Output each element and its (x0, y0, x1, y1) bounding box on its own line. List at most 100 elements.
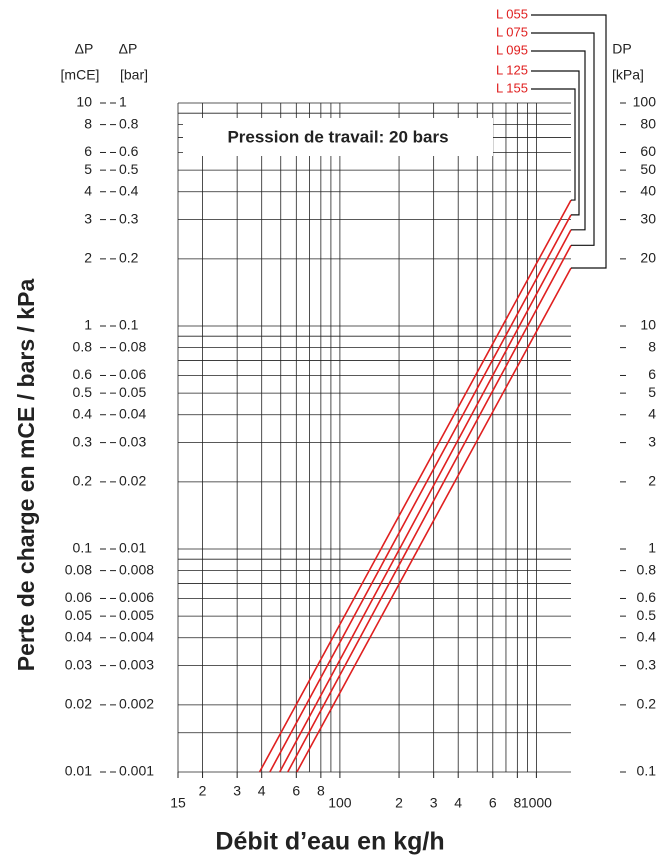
ybar-tick-label: 0.3 (119, 210, 139, 226)
ykpa-tick-label: 4 (648, 405, 656, 421)
ybar-tick-label: 0.002 (119, 696, 154, 712)
x-tick-label: 4 (454, 795, 462, 811)
ybar-tick-label: 0.4 (119, 182, 139, 198)
ybar-tick-label: 0.03 (119, 433, 146, 449)
x-tick-label: 8 (513, 795, 521, 811)
y-header: ΔP (75, 41, 94, 57)
x-tick-label: 6 (292, 783, 300, 799)
x-tick-label: 15 (170, 795, 186, 811)
y-unit: [mCE] (61, 67, 100, 83)
ykpa-tick-label: 80 (640, 115, 656, 131)
y-tick-label: 0.2 (73, 473, 93, 489)
ykpa-tick-label: 20 (640, 250, 656, 266)
x-tick-label: 3 (430, 795, 438, 811)
ybar-tick-label: 0.05 (119, 384, 146, 400)
series-line (258, 199, 572, 773)
y-tick-label: 1 (84, 317, 92, 333)
ykpa-tick-label: 40 (640, 182, 656, 198)
ybar-tick-label: 0.01 (119, 540, 146, 556)
x-axis-label: Débit d’eau en kg/h (215, 828, 444, 856)
y-tick-label: 0.6 (73, 366, 93, 382)
ybar-tick-label: 0.5 (119, 161, 139, 177)
ykpa-tick-label: 0.5 (637, 607, 657, 623)
y-tick-label: 2 (84, 250, 92, 266)
ykpa-tick-label: 6 (648, 366, 656, 382)
x-tick-label: 6 (489, 795, 497, 811)
ybar-tick-label: 0.04 (119, 405, 146, 421)
ybar-tick-label: 0.2 (119, 250, 139, 266)
ybar-tick-label: 0.08 (119, 338, 146, 354)
ybar-tick-label: 0.006 (119, 589, 154, 605)
series-line (287, 244, 572, 773)
y-tick-label: 10 (76, 94, 92, 110)
ykpa-tick-label: 0.4 (637, 628, 657, 644)
ykpa-tick-label: 30 (640, 210, 656, 226)
y-tick-label: 6 (84, 143, 92, 159)
ykpa-tick-label: 60 (640, 143, 656, 159)
y-tick-label: 5 (84, 161, 92, 177)
ybar-tick-label: 0.003 (119, 656, 154, 672)
x-tick-label: 2 (395, 795, 403, 811)
y-tick-label: 0.5 (73, 384, 93, 400)
legend-label: L 155 (496, 80, 528, 95)
y-tick-label: 0.06 (65, 589, 92, 605)
x-tick-label: 4 (258, 783, 266, 799)
legend-leader (531, 88, 576, 201)
ykpa-tick-label: 3 (648, 433, 656, 449)
ykpa-tick-label: 8 (648, 338, 656, 354)
y-tick-label: 3 (84, 210, 92, 226)
ybar-tick-label: 0.005 (119, 607, 154, 623)
ykpa-tick-label: 0.3 (637, 656, 657, 672)
x-tick-label: 100 (328, 795, 352, 811)
legend-label: L 125 (496, 62, 528, 77)
y-tick-label: 0.04 (65, 628, 92, 644)
ykpa-tick-label: 1 (648, 540, 656, 556)
y-tick-label: 0.03 (65, 656, 92, 672)
legend-leader (531, 32, 595, 246)
ykpa-tick-label: 0.8 (637, 561, 657, 577)
ykpa-tick-label: 50 (640, 161, 656, 177)
ybar-tick-label: 1 (119, 94, 127, 110)
ybar-tick-label: 0.02 (119, 473, 146, 489)
ykpa-tick-label: 0.6 (637, 589, 657, 605)
y-tick-label: 0.4 (73, 405, 93, 421)
ykpa-tick-label: 100 (633, 94, 657, 110)
series-line (269, 214, 572, 773)
annotation-box (183, 118, 493, 156)
lines (258, 199, 572, 773)
ykpa-tick-label: 10 (640, 317, 656, 333)
x-tick-label: 8 (317, 783, 325, 799)
ybar-unit: [bar] (120, 67, 148, 83)
x-tick-label: 3 (233, 783, 241, 799)
ybar-header: ΔP (119, 41, 138, 57)
ykpa-tick-label: 0.2 (637, 696, 657, 712)
ybar-tick-label: 0.008 (119, 561, 154, 577)
ybar-tick-label: 0.1 (119, 317, 139, 333)
y-tick-label: 0.01 (65, 763, 92, 779)
x-tick-label: 2 (199, 783, 207, 799)
legend-leader (531, 14, 607, 269)
series-line (279, 229, 572, 773)
legend-label: L 095 (496, 42, 528, 57)
grid (177, 102, 571, 773)
y-tick-label: 0.08 (65, 561, 92, 577)
legend-leader (531, 70, 580, 216)
ykpa-unit: [kPa] (612, 67, 644, 83)
legend-leader (531, 50, 586, 231)
ybar-tick-label: 0.8 (119, 115, 139, 131)
y-tick-label: 4 (84, 182, 92, 198)
ybar-tick-label: 0.06 (119, 366, 146, 382)
y-tick-label: 0.3 (73, 433, 93, 449)
y-tick-label: 0.8 (73, 338, 93, 354)
y-tick-label: 0.05 (65, 607, 92, 623)
ykpa-header: DP (612, 41, 631, 57)
y-tick-label: 8 (84, 115, 92, 131)
y-axis-label: Perte de charge en mCE / bars / kPa (13, 279, 39, 672)
series-line (296, 267, 572, 773)
ybar-tick-label: 0.001 (119, 763, 154, 779)
legend-label: L 075 (496, 24, 528, 39)
x-tick-label: 1000 (521, 795, 552, 811)
ykpa-tick-label: 2 (648, 473, 656, 489)
ybar-tick-label: 0.004 (119, 628, 154, 644)
